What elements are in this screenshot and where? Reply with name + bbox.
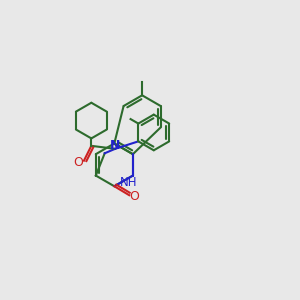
Text: NH: NH [120,176,137,190]
Text: O: O [74,156,83,169]
Text: O: O [130,190,140,203]
Text: N: N [110,139,120,152]
